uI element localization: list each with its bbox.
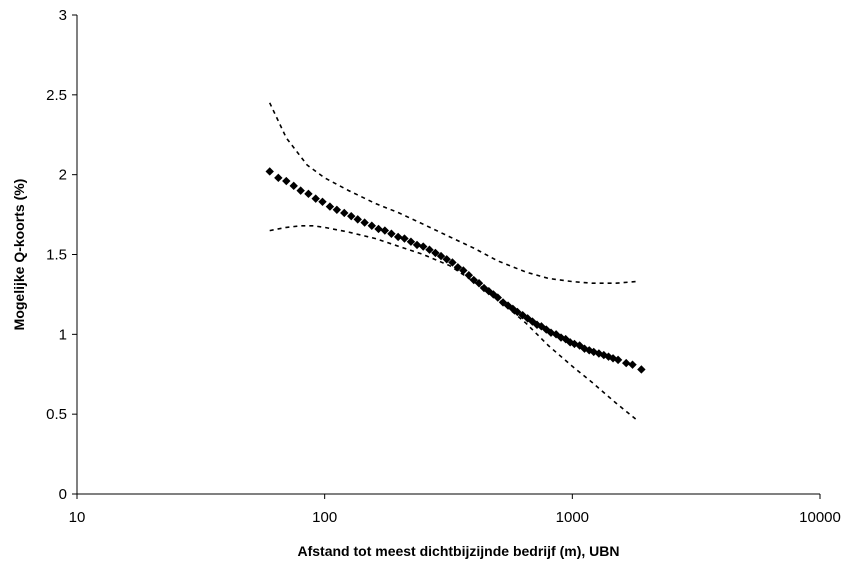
y-tick-label: 3 [59,7,67,24]
data-point-diamond [296,186,305,195]
data-point-diamond [274,173,283,183]
data-point-diamond [493,293,502,302]
data-point-diamond [332,205,342,214]
data-point-diamond [565,338,575,347]
data-point-diamond [425,245,434,254]
data-point-diamond [599,350,609,360]
y-tick-label: 1.5 [46,247,67,264]
lower-dashed-line [269,225,637,420]
confidence-lines [268,102,637,420]
data-point-diamond [311,194,320,203]
data-points [265,167,646,374]
data-point-diamond [518,310,527,320]
axes [76,15,820,495]
data-point-diamond [621,358,631,368]
data-point-diamond [340,208,349,218]
data-point-diamond [459,266,468,275]
data-point-diamond [289,181,298,191]
data-point-diamond [551,330,561,339]
data-point-diamond [318,197,327,207]
y-tick-label: 0.5 [46,406,67,423]
data-point-diamond [406,237,416,246]
y-tick-label: 2.5 [46,87,67,104]
data-point-diamond [419,242,428,251]
data-point-diamond [442,255,451,264]
data-point-diamond [412,240,422,250]
data-point-diamond [513,307,522,317]
data-point-diamond [374,224,383,234]
data-point-diamond [628,360,637,369]
data-point-diamond [347,211,356,221]
y-tick-label: 2 [59,167,67,184]
data-point-diamond [604,352,613,361]
data-point-diamond [387,229,396,238]
data-point-diamond [570,339,579,349]
data-point-diamond [464,271,474,280]
data-point-diamond [594,349,604,358]
data-point-diamond [380,226,390,235]
data-point-diamond [400,234,409,243]
data-point-diamond [580,344,589,353]
data-point-diamond [353,215,362,224]
data-point-diamond [474,279,484,288]
data-point-diamond [637,365,646,374]
x-tick-label: 10000 [799,509,841,526]
data-point-diamond [304,189,313,199]
data-point-diamond [431,248,440,258]
data-point-diamond [325,202,335,211]
y-tick-label: 0 [59,486,67,503]
data-point-diamond [448,258,457,267]
data-point-diamond [360,218,369,227]
y-axis-title: Mogelijke Q-koorts (%) [11,179,27,331]
ticks: 0 0.5 1 1.5 2 2.5 3 10 100 1000 10000 [46,7,841,526]
upper-dashed-line [268,102,636,284]
x-axis-title: Afstand tot meest dichtbijzijnde bedrijf… [297,543,619,559]
data-point-diamond [532,320,542,329]
x-tick-label: 10 [69,509,86,526]
data-point-diamond [613,355,623,365]
data-point-diamond [436,251,446,261]
data-point-diamond [561,334,570,344]
y-tick-label: 1 [59,326,67,343]
x-tick-label: 1000 [556,509,589,526]
data-point-diamond [393,232,403,242]
x-tick-label: 100 [312,509,337,526]
data-point-diamond [367,221,377,230]
data-point-diamond [503,301,513,310]
data-point-diamond [469,275,478,285]
data-point-diamond [282,176,291,186]
data-point-diamond [453,263,463,272]
data-point-diamond [265,167,274,176]
